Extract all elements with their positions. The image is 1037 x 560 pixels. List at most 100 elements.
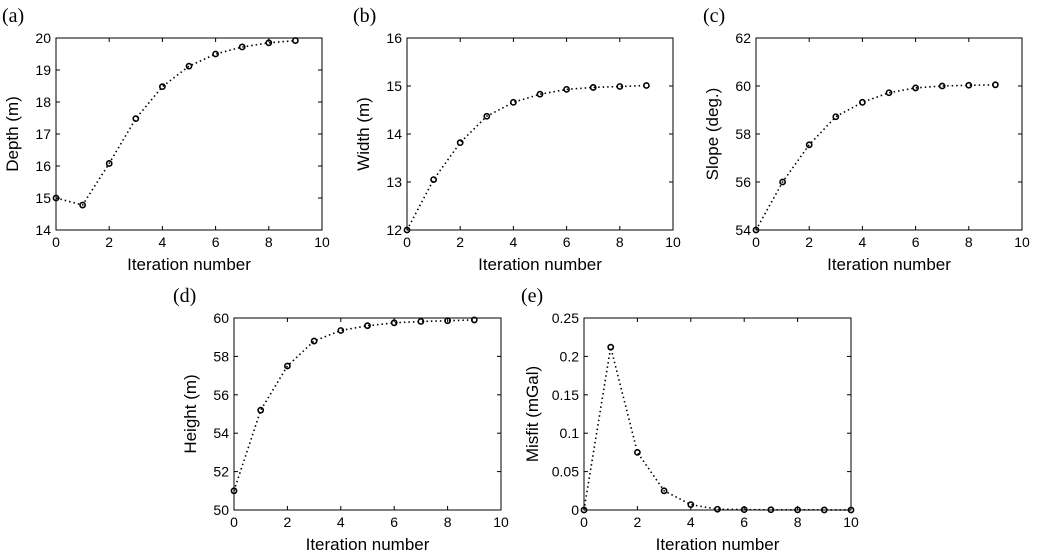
y-tick-label: 0.1 bbox=[560, 425, 580, 441]
data-point bbox=[607, 343, 615, 351]
y-tick-label: 14 bbox=[386, 126, 402, 142]
x-tick-label: 6 bbox=[212, 234, 220, 250]
data-point bbox=[390, 319, 398, 327]
data-point bbox=[580, 506, 588, 514]
series-line bbox=[406, 84, 647, 231]
y-tick-label: 17 bbox=[35, 126, 51, 142]
y-tick-label: 20 bbox=[35, 30, 51, 46]
y-tick-label: 56 bbox=[213, 387, 229, 403]
x-axis-label: Iteration number bbox=[827, 255, 951, 274]
y-tick-label: 18 bbox=[35, 94, 51, 110]
plot-frame bbox=[583, 317, 852, 511]
chart-panel-5: 0 2 4 6 8 10 0 0.05 0.1 0.15 0.2 0.25 Iteration numb… bbox=[521, 285, 859, 554]
x-tick-label: 8 bbox=[444, 514, 452, 530]
series-line bbox=[233, 319, 475, 492]
x-tick-label: 0 bbox=[230, 514, 238, 530]
data-point bbox=[238, 43, 246, 51]
plot-frame bbox=[406, 37, 674, 231]
data-point bbox=[740, 506, 748, 514]
data-point bbox=[767, 506, 775, 514]
data-point bbox=[589, 84, 597, 91]
data-point bbox=[456, 139, 464, 147]
x-tick-label: 6 bbox=[390, 514, 398, 530]
data-point bbox=[660, 487, 668, 495]
data-point bbox=[938, 82, 946, 90]
panel-label: (d) bbox=[173, 285, 196, 307]
y-axis-label: Misfit (mGal) bbox=[523, 366, 542, 462]
x-tick-label: 4 bbox=[159, 234, 167, 250]
data-point bbox=[185, 62, 193, 70]
y-tick-label: 60 bbox=[735, 78, 751, 94]
x-tick-label: 6 bbox=[563, 234, 571, 250]
y-tick-label: 58 bbox=[213, 348, 229, 364]
data-point bbox=[847, 506, 855, 514]
x-tick-label: 2 bbox=[634, 514, 642, 530]
y-tick-label: 0.25 bbox=[552, 310, 579, 326]
chart-panel-3: 0 2 4 6 8 10 54 56 58 60 62 Iteration number Slope (… bbox=[703, 5, 1030, 274]
data-point bbox=[563, 85, 570, 93]
y-tick-label: 15 bbox=[35, 190, 51, 206]
y-tick-label: 60 bbox=[213, 310, 229, 326]
data-point bbox=[643, 82, 650, 89]
data-point bbox=[779, 178, 786, 186]
y-axis-label: Slope (deg.) bbox=[703, 88, 722, 181]
x-tick-label: 4 bbox=[687, 514, 695, 530]
data-point bbox=[283, 362, 291, 370]
y-tick-label: 15 bbox=[386, 78, 402, 94]
data-point bbox=[291, 37, 299, 44]
panel-label: (e) bbox=[521, 285, 543, 307]
y-tick-label: 0.2 bbox=[560, 348, 580, 364]
data-point bbox=[805, 141, 813, 149]
chart-panel-1: 0 2 4 6 8 10 14 15 16 17 18 19 20 Iteration number Dep… bbox=[2, 5, 330, 274]
y-tick-label: 13 bbox=[386, 174, 402, 190]
data-point bbox=[364, 322, 371, 330]
x-axis-label: Iteration number bbox=[127, 255, 251, 274]
data-point bbox=[417, 318, 425, 325]
panel-label: (a) bbox=[2, 5, 24, 27]
data-point bbox=[403, 226, 411, 234]
x-tick-label: 0 bbox=[52, 234, 60, 250]
data-point bbox=[470, 316, 478, 324]
data-point bbox=[794, 506, 801, 514]
x-tick-label: 10 bbox=[665, 234, 681, 250]
x-tick-label: 8 bbox=[794, 514, 802, 530]
x-tick-label: 10 bbox=[314, 234, 330, 250]
data-point bbox=[212, 50, 219, 58]
data-point bbox=[230, 487, 238, 495]
series-line bbox=[583, 347, 852, 511]
y-tick-label: 56 bbox=[735, 174, 751, 190]
y-tick-label: 54 bbox=[213, 425, 229, 441]
data-point bbox=[52, 194, 60, 202]
y-tick-label: 50 bbox=[213, 502, 229, 518]
series-line bbox=[55, 39, 296, 206]
x-tick-label: 0 bbox=[403, 234, 411, 250]
x-tick-label: 2 bbox=[105, 234, 113, 250]
x-tick-label: 2 bbox=[805, 234, 813, 250]
y-tick-label: 14 bbox=[35, 222, 51, 238]
y-tick-label: 0.15 bbox=[552, 387, 579, 403]
y-tick-label: 54 bbox=[735, 222, 751, 238]
data-point bbox=[79, 201, 86, 209]
x-tick-label: 2 bbox=[456, 234, 464, 250]
data-point bbox=[687, 501, 695, 509]
series-line bbox=[755, 84, 996, 231]
data-point bbox=[885, 89, 893, 97]
y-tick-label: 0 bbox=[571, 502, 579, 518]
data-point bbox=[510, 98, 517, 106]
x-tick-label: 0 bbox=[580, 514, 588, 530]
data-point bbox=[483, 112, 491, 120]
x-tick-label: 6 bbox=[912, 234, 920, 250]
y-axis-label: Height (m) bbox=[181, 374, 200, 453]
data-point bbox=[536, 90, 544, 98]
x-tick-label: 8 bbox=[265, 234, 273, 250]
data-point bbox=[965, 81, 973, 89]
chart-panel-4: 0 2 4 6 8 10 50 52 54 56 58 60 Iteration number Heigh… bbox=[173, 285, 509, 554]
chart-panel-2: 0 2 4 6 8 10 12 13 14 15 16 Iteration number Width (… bbox=[353, 5, 681, 274]
x-tick-label: 10 bbox=[1014, 234, 1030, 250]
data-point bbox=[859, 98, 866, 106]
data-point bbox=[430, 176, 437, 183]
x-tick-label: 8 bbox=[616, 234, 624, 250]
data-point bbox=[310, 337, 318, 345]
data-point bbox=[105, 160, 113, 167]
